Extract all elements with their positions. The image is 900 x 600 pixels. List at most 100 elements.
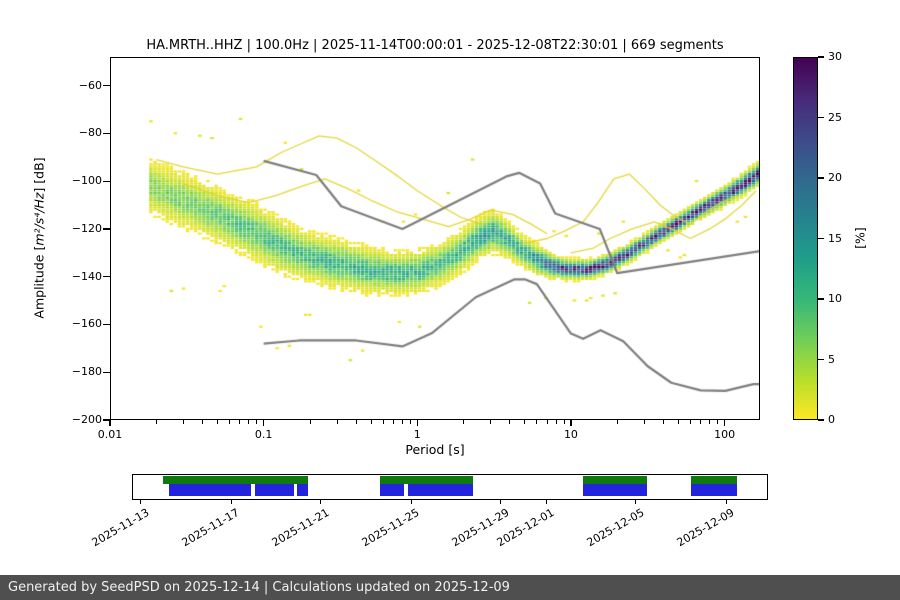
x-tick-mark — [570, 420, 572, 426]
x-minor-tick-mark — [616, 420, 618, 424]
ppsd-density-canvas — [110, 57, 760, 420]
colorbar-tick-mark — [818, 237, 824, 240]
colorbar-tick-mark — [818, 419, 824, 421]
timeline-blue-segment — [583, 483, 647, 496]
x-minor-tick-mark — [490, 420, 492, 424]
colorbar-gradient — [794, 58, 817, 419]
x-minor-tick-mark — [409, 420, 411, 424]
colorbar-tick-mark — [818, 298, 824, 300]
timeline-tick-mark — [545, 500, 547, 504]
x-tick-mark — [263, 420, 265, 426]
timeline-tick-mark — [140, 500, 142, 504]
x-minor-tick-mark — [717, 420, 719, 424]
x-minor-tick-mark — [336, 420, 338, 424]
x-minor-tick-mark — [563, 420, 565, 424]
y-tick-label: −80 — [78, 126, 102, 140]
x-axis-label: Period [s] — [405, 442, 465, 457]
y-tick-label: −140 — [71, 269, 102, 283]
timeline-green-segment — [380, 475, 474, 484]
colorbar-tick-mark — [818, 56, 824, 58]
footer-bar: Generated by SeedPSD on 2025-12-14 | Cal… — [0, 575, 900, 600]
y-tick-mark — [103, 132, 110, 134]
colorbar-tick-mark — [818, 358, 824, 361]
x-tick-mark — [416, 420, 418, 426]
x-minor-tick-mark — [509, 420, 511, 424]
y-axis-label-prefix: Amplitude [ — [31, 245, 47, 319]
timeline-tick-mark — [230, 500, 232, 504]
x-minor-tick-mark — [216, 420, 218, 424]
x-minor-tick-mark — [663, 420, 664, 424]
x-minor-tick-mark — [309, 420, 311, 424]
colorbar-tick-label: 0 — [828, 413, 835, 426]
y-tick-label: −60 — [78, 78, 102, 92]
x-minor-tick-mark — [643, 420, 645, 424]
timeline-tick-mark — [410, 500, 412, 504]
y-tick-mark — [103, 85, 110, 87]
x-tick-label: 0.01 — [97, 428, 123, 441]
x-tick-label: 1 — [413, 428, 421, 441]
colorbar-tick-mark — [818, 116, 824, 119]
timeline-tick-mark — [725, 500, 727, 504]
timeline-blue-segment — [407, 483, 474, 496]
colorbar-tick-label: 20 — [828, 171, 842, 184]
x-minor-tick-mark — [709, 420, 711, 424]
x-minor-tick-mark — [536, 420, 538, 424]
x-minor-tick-mark — [256, 420, 258, 424]
y-tick-mark — [103, 419, 110, 421]
y-axis-label-units: m²/s⁴/Hz — [31, 192, 47, 246]
x-minor-tick-mark — [202, 420, 203, 424]
x-minor-tick-mark — [182, 420, 184, 424]
timeline-blue-segment — [380, 483, 404, 496]
timeline-green-segment — [583, 475, 647, 484]
x-minor-tick-mark — [239, 420, 241, 424]
x-minor-tick-mark — [690, 420, 691, 424]
footer-text: Generated by SeedPSD on 2025-12-14 | Cal… — [8, 580, 510, 595]
x-tick-mark — [723, 420, 726, 426]
x-minor-tick-mark — [524, 420, 526, 424]
y-tick-mark — [103, 228, 110, 230]
y-axis-label: Amplitude [m²/s⁴/Hz] [dB] — [32, 157, 47, 318]
x-minor-tick-mark — [229, 420, 231, 424]
y-tick-mark — [103, 323, 110, 326]
colorbar-tick-label: 10 — [828, 292, 842, 305]
timeline-tick-mark — [320, 500, 322, 504]
timeline-tick-mark — [635, 500, 637, 504]
x-minor-tick-mark — [463, 420, 465, 424]
colorbar-tick-label: 5 — [828, 352, 835, 366]
x-minor-tick-mark — [402, 420, 403, 424]
colorbar-tick-label: 15 — [828, 231, 842, 245]
x-minor-tick-mark — [555, 420, 557, 424]
timeline-blue-segment — [254, 483, 295, 496]
colorbar — [793, 57, 818, 420]
timeline-tick-mark — [500, 500, 502, 504]
timeline-green-segment — [163, 475, 308, 484]
colorbar-tick-mark — [818, 177, 824, 179]
timeline-green-segment — [690, 475, 737, 484]
colorbar-tick-label: 25 — [828, 110, 842, 124]
timeline-blue-segment — [169, 483, 251, 496]
x-minor-tick-mark — [700, 420, 702, 424]
colorbar-tick-label: 30 — [828, 50, 842, 63]
x-tick-mark — [109, 420, 111, 426]
x-minor-tick-mark — [677, 420, 679, 424]
x-minor-tick-mark — [355, 420, 357, 424]
x-tick-label: 10 — [563, 428, 578, 441]
x-minor-tick-mark — [546, 420, 548, 424]
x-minor-tick-mark — [370, 420, 372, 424]
x-minor-tick-mark — [248, 420, 250, 424]
y-tick-mark — [103, 371, 110, 373]
timeline-blue-segment — [690, 483, 737, 496]
plot-title: HA.MRTH..HHZ | 100.0Hz | 2025-11-14T00:0… — [146, 38, 724, 53]
y-tick-label: −160 — [71, 317, 102, 331]
x-minor-tick-mark — [155, 420, 157, 424]
y-tick-label: −120 — [71, 221, 102, 235]
y-axis-label-suffix: ] [dB] — [31, 157, 47, 193]
y-tick-mark — [103, 276, 110, 278]
x-minor-tick-mark — [393, 420, 394, 424]
timeline-blue-segment — [297, 483, 308, 496]
availability-timeline — [132, 474, 768, 500]
x-tick-label: 0.1 — [254, 428, 273, 441]
x-tick-label: 100 — [714, 428, 736, 441]
y-tick-label: −100 — [71, 174, 102, 188]
